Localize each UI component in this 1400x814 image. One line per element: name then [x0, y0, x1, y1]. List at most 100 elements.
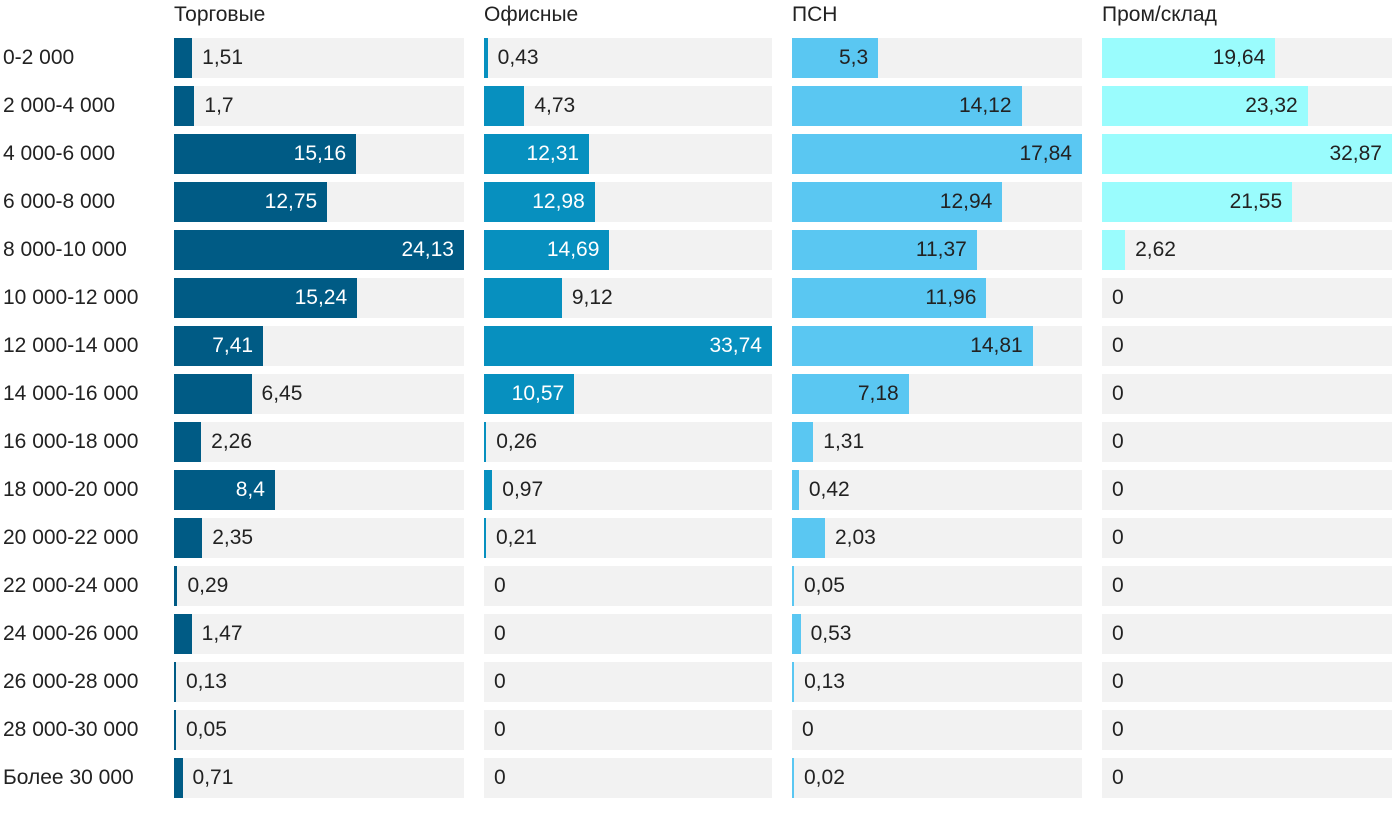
data-label: 32,87 [1329, 142, 1382, 165]
data-label: 10,57 [511, 382, 565, 405]
data-label: 0 [1112, 334, 1124, 357]
data-label: 0,13 [804, 670, 845, 693]
category-label: 22 000-24 000 [3, 574, 139, 597]
bar-track [1102, 662, 1392, 702]
bar [484, 518, 486, 558]
bar [174, 710, 176, 750]
bar [1102, 38, 1276, 78]
data-label: 0 [1112, 286, 1124, 309]
data-label: 14,12 [958, 94, 1012, 117]
data-label: 0,43 [497, 46, 539, 69]
bar-track [174, 38, 464, 78]
panel-title: Пром/склад [1102, 3, 1217, 26]
bar [174, 662, 176, 702]
bar-track [1102, 326, 1392, 366]
category-label: 20 000-22 000 [3, 526, 139, 549]
bar [484, 422, 487, 462]
category-label: 6 000-8 000 [3, 190, 116, 213]
data-label: 7,18 [857, 382, 899, 405]
bar-track [792, 566, 1082, 606]
bar-track [792, 662, 1082, 702]
bar-track [174, 662, 464, 702]
category-label: 24 000-26 000 [3, 622, 139, 645]
data-label: 14,81 [970, 334, 1023, 357]
bar [174, 566, 178, 606]
data-label: 17,84 [1019, 142, 1072, 165]
bar-track [484, 470, 772, 510]
bar [174, 326, 264, 366]
category-label: 8 000-10 000 [3, 238, 127, 261]
data-label: 0,42 [808, 478, 850, 501]
bar-track [174, 86, 464, 126]
panel-title: Торговые [174, 3, 266, 26]
data-label: 0 [802, 718, 814, 741]
category-label: 4 000-6 000 [3, 142, 116, 165]
category-label: 16 000-18 000 [3, 430, 139, 453]
data-label: 1,31 [823, 430, 865, 453]
data-label: 2,35 [212, 526, 254, 549]
bar-track [792, 758, 1082, 798]
bar [792, 182, 1003, 222]
bar [792, 374, 909, 414]
data-label: 1,51 [202, 46, 244, 69]
category-label: 26 000-28 000 [3, 670, 139, 693]
data-label: 0 [1112, 622, 1124, 645]
panel-title: ПСН [792, 3, 838, 26]
bar [174, 470, 275, 510]
data-label: 0 [1112, 766, 1124, 789]
bar [792, 326, 1033, 366]
data-label: 23,32 [1245, 94, 1298, 117]
data-label: 0 [494, 766, 506, 789]
bar [1102, 134, 1392, 174]
bar [174, 422, 202, 462]
bar-track [484, 614, 772, 654]
bar [174, 614, 192, 654]
data-label: 12,98 [532, 190, 585, 213]
data-label: 0 [1112, 718, 1124, 741]
data-label: 2,62 [1135, 238, 1176, 261]
bar-track [1102, 758, 1392, 798]
data-label: 33,74 [709, 334, 762, 357]
data-label: 9,12 [571, 286, 613, 309]
data-label: 0 [494, 574, 506, 597]
bar [792, 278, 987, 318]
data-label: 0,29 [187, 574, 229, 597]
bar-track [1102, 470, 1392, 510]
data-label: 8,4 [235, 478, 265, 501]
bar-track [174, 422, 464, 462]
bar [174, 134, 357, 174]
bar [174, 86, 195, 126]
bar [174, 758, 183, 798]
bar [174, 182, 328, 222]
bar-track [1102, 230, 1392, 270]
data-label: 0 [1112, 430, 1124, 453]
bar [484, 134, 590, 174]
data-label: 5,3 [838, 46, 869, 69]
bar [792, 662, 795, 702]
bar [792, 518, 825, 558]
bar [1102, 86, 1308, 126]
bar-track [484, 758, 772, 798]
bar-track [792, 470, 1082, 510]
bar-track [1102, 614, 1392, 654]
category-label: 14 000-16 000 [3, 382, 139, 405]
data-label: 0 [1112, 382, 1124, 405]
data-label: 21,55 [1229, 190, 1283, 213]
bar-track [1102, 374, 1392, 414]
data-label: 0 [1112, 670, 1124, 693]
bar [484, 38, 488, 78]
category-label: Более 30 000 [3, 766, 134, 789]
bar-track [792, 518, 1082, 558]
bar-track [174, 566, 464, 606]
data-label: 4,73 [534, 94, 576, 117]
bar [484, 182, 595, 222]
bar [484, 86, 525, 126]
bar-track [484, 422, 772, 462]
data-label: 14,69 [546, 238, 600, 261]
data-label: 19,64 [1212, 46, 1266, 69]
data-label: 6,45 [261, 382, 303, 405]
bar [484, 374, 575, 414]
data-label: 11,96 [925, 286, 977, 309]
data-label: 2,26 [211, 430, 253, 453]
bar-track [484, 86, 772, 126]
